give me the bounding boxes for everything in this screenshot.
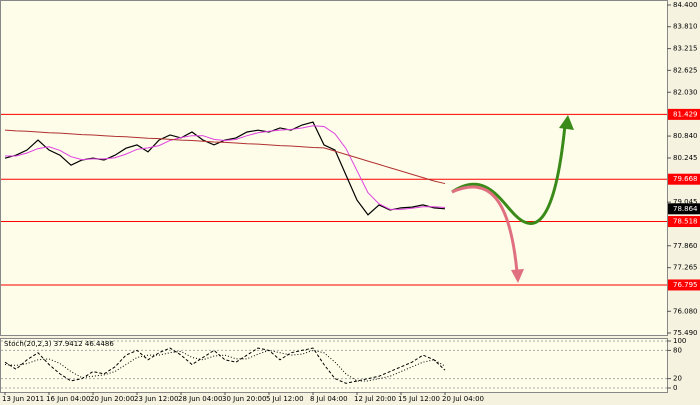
bullish-arrow-head <box>559 115 574 130</box>
y-tick-label: 82.625 <box>673 66 698 74</box>
y-tick-label: 80.245 <box>673 154 698 162</box>
x-tick-label: 16 Jun 04:00 <box>46 395 90 403</box>
level-label-box <box>668 279 700 291</box>
price-panel <box>0 0 668 336</box>
level-label-box <box>668 216 700 228</box>
y-tick-label: 79.045 <box>673 198 698 206</box>
stoch-panel <box>0 338 668 393</box>
y-tick-label: 100 <box>673 337 686 345</box>
level-label: 79.668 <box>673 175 698 183</box>
y-tick-label: 83.215 <box>673 45 698 53</box>
y-tick-label: 77.860 <box>673 242 698 250</box>
level-label: 81.429 <box>673 110 698 118</box>
price-label: 78.864 <box>673 205 698 213</box>
level-label: 76.795 <box>673 281 698 289</box>
x-tick-label: 12 Jul 20:00 <box>354 395 396 403</box>
level-label: 78.518 <box>673 218 698 226</box>
series-line <box>4 349 446 382</box>
x-tick-label: 15 Jul 12:00 <box>398 395 440 403</box>
series-line <box>4 129 446 185</box>
y-tick-label: 80 <box>673 346 682 354</box>
bearish-arrow-head <box>511 269 524 283</box>
x-tick-label: 23 Jun 12:00 <box>134 395 178 403</box>
x-tick-label: 28 Jun 04:00 <box>178 395 222 403</box>
y-tick-label: 0 <box>673 384 677 392</box>
bullish-arrow <box>451 124 567 225</box>
y-tick-label: 83.810 <box>673 23 698 31</box>
x-tick-label: 5 Jul 12:00 <box>266 395 304 403</box>
y-tick-label: 75.490 <box>673 329 698 337</box>
x-tick-label: 8 Jul 04:00 <box>310 395 348 403</box>
y-tick-label: 82.030 <box>673 88 698 96</box>
x-tick-label: 30 Jun 20:00 <box>222 395 266 403</box>
y-tick-label: 77.265 <box>673 264 698 272</box>
y-tick-label: 80.840 <box>673 132 698 140</box>
y-tick-label: 84.400 <box>673 1 698 9</box>
price-label-box <box>668 203 700 215</box>
level-label-box <box>668 173 700 185</box>
x-tick-label: 20 Jun 20:00 <box>90 395 134 403</box>
stoch-title: Stoch(20,2,3) 37.9412 46.4486 <box>4 340 114 348</box>
x-tick-label: 20 Jul 04:00 <box>442 395 484 403</box>
series-line <box>4 347 446 384</box>
y-tick-label: 20 <box>673 375 682 383</box>
bearish-arrow <box>451 185 519 273</box>
series-line <box>5 125 446 210</box>
x-tick-label: 13 Jun 2011 <box>2 395 44 403</box>
y-tick-label: 76.080 <box>673 307 698 315</box>
level-label-box <box>668 108 700 120</box>
